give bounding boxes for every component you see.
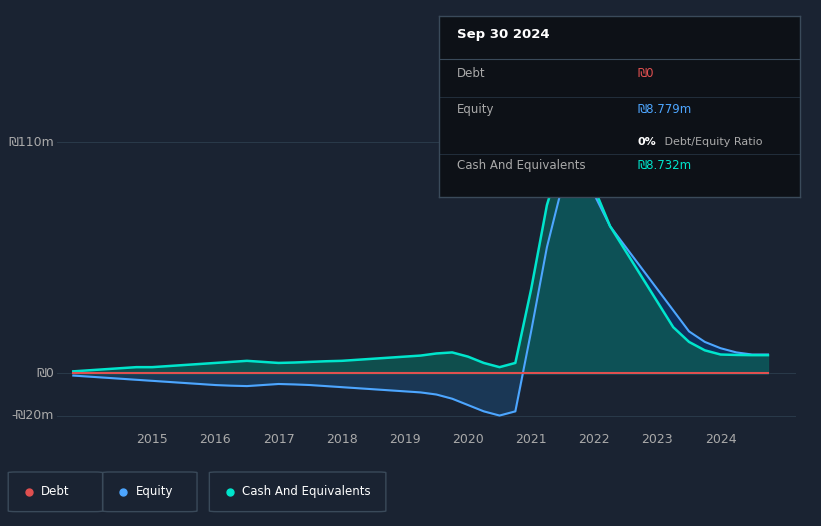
- Text: Cash And Equivalents: Cash And Equivalents: [457, 159, 586, 172]
- Text: ₪8.779m: ₪8.779m: [638, 103, 692, 116]
- Text: Cash And Equivalents: Cash And Equivalents: [242, 485, 371, 498]
- Text: Equity: Equity: [135, 485, 173, 498]
- Text: Equity: Equity: [457, 103, 495, 116]
- Text: ₪8.732m: ₪8.732m: [638, 159, 692, 172]
- Text: Debt/Equity Ratio: Debt/Equity Ratio: [661, 137, 763, 147]
- Text: ₪110m: ₪110m: [8, 136, 54, 148]
- Text: ₪0: ₪0: [638, 67, 654, 79]
- Text: Debt: Debt: [41, 485, 70, 498]
- Text: 0%: 0%: [638, 137, 657, 147]
- Text: ₪0: ₪0: [36, 367, 54, 380]
- Text: Sep 30 2024: Sep 30 2024: [457, 28, 550, 42]
- Text: -₪20m: -₪20m: [11, 409, 54, 422]
- Text: Debt: Debt: [457, 67, 486, 79]
